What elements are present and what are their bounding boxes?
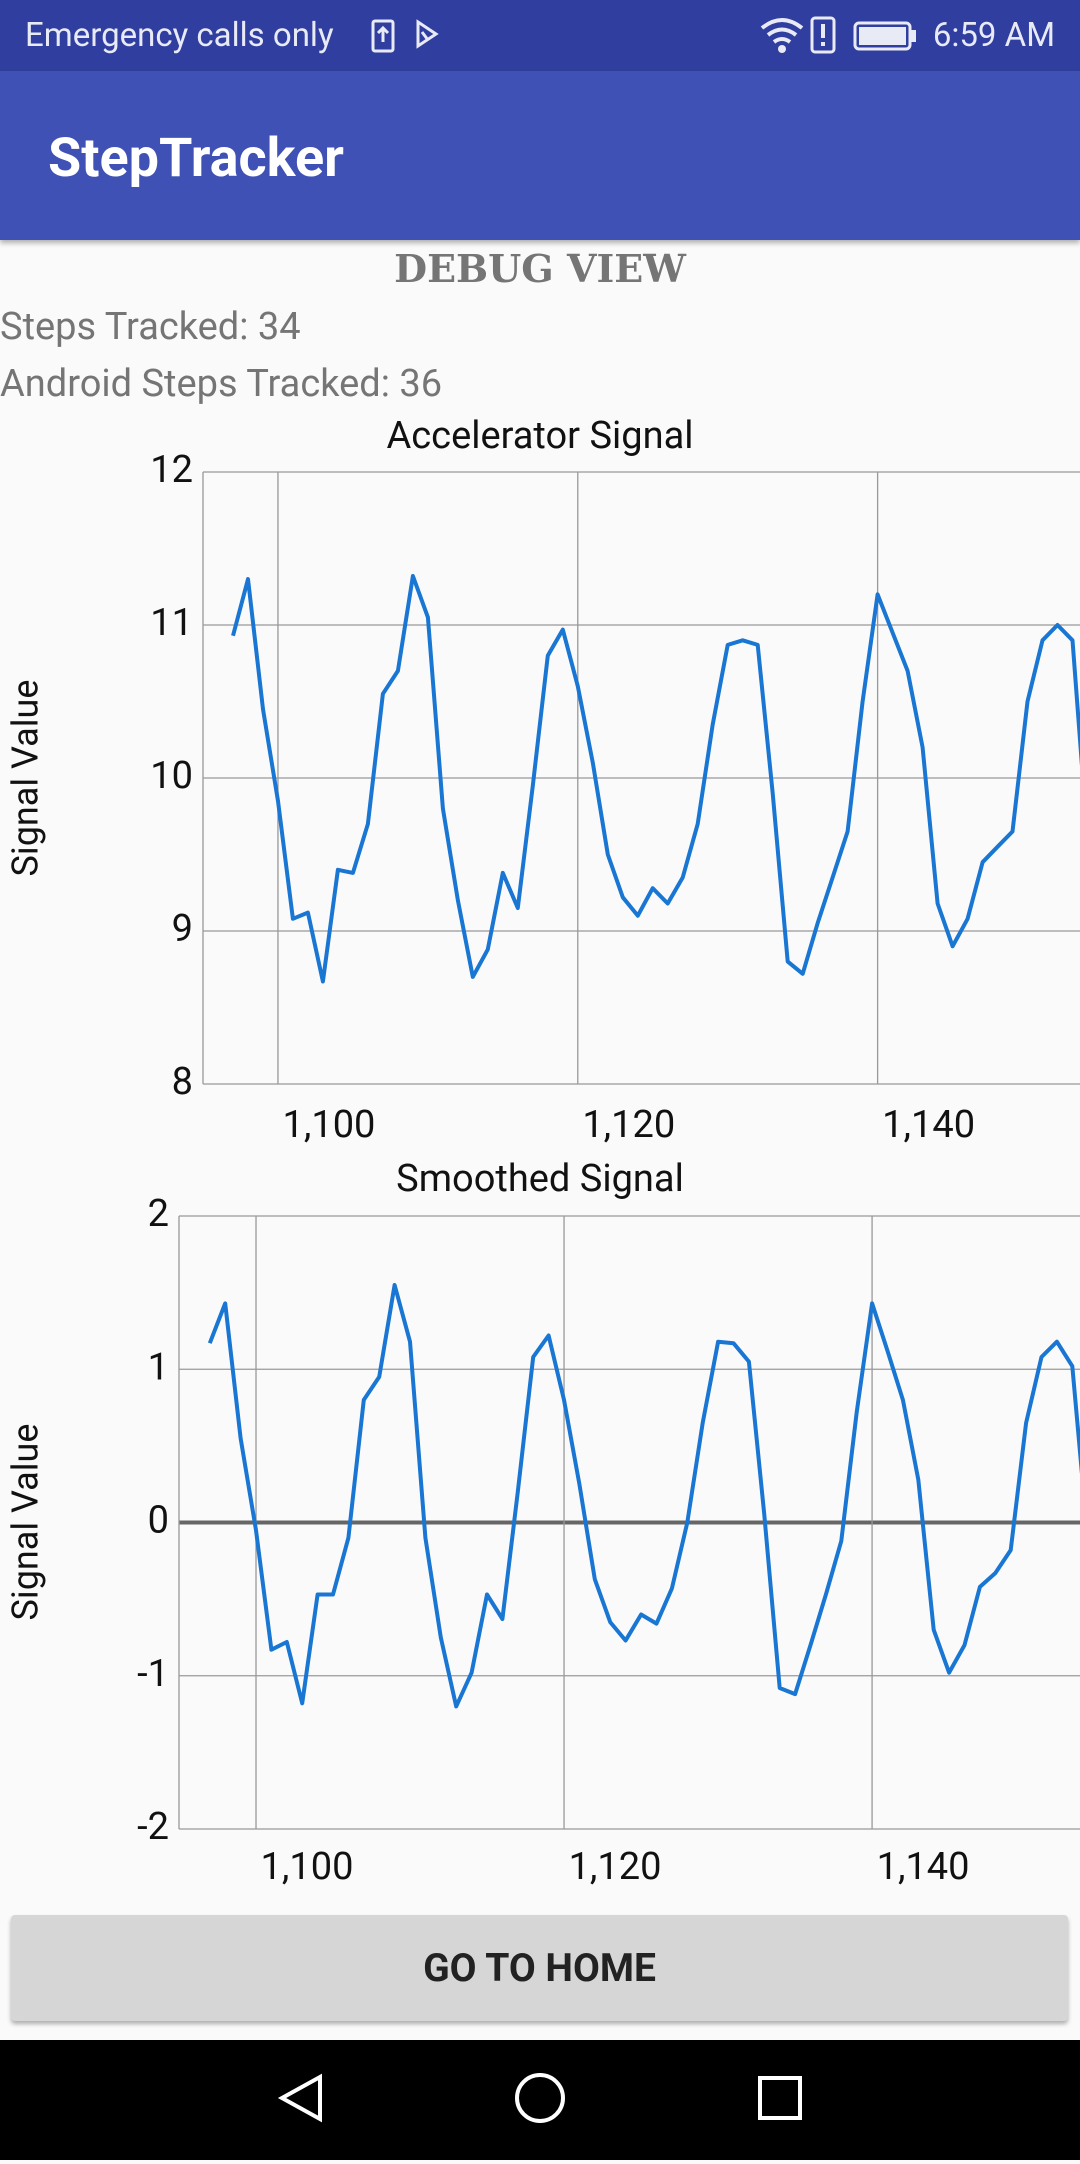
status-icons-right	[760, 16, 916, 54]
chart-title: Smoothed Signal	[396, 1157, 684, 1201]
recents-button[interactable]	[758, 2076, 802, 2120]
debug-heading: DEBUG VIEW	[394, 246, 686, 291]
go-home-button[interactable]: GO TO HOME	[11, 1915, 1068, 2021]
clock: 6:59 AM	[932, 16, 1055, 55]
app-bar: StepTracker	[0, 71, 1080, 240]
back-button[interactable]	[277, 2073, 322, 2123]
button-label: GO TO HOME	[423, 1945, 656, 1991]
signal-line	[207, 1283, 1080, 1709]
chart-title: Accelerator Signal	[387, 414, 694, 458]
y-tick-label: 8	[172, 1060, 193, 1104]
x-tick-label: 1,120	[582, 1103, 675, 1147]
nav-icons	[277, 2073, 802, 2123]
y-axis-label: Signal Value	[5, 1424, 47, 1621]
home-button[interactable]	[515, 2073, 565, 2123]
y-tick-label: 12	[150, 448, 193, 492]
y-tick-label: 10	[150, 754, 193, 798]
carrier-text: Emergency calls only	[25, 16, 334, 55]
status-bar: Emergency calls only 6:59 AM	[0, 0, 1080, 71]
nav-bar	[0, 2040, 1080, 2160]
status-icons-left	[371, 19, 439, 53]
android-steps-tracked: Android Steps Tracked: 36	[0, 362, 443, 406]
y-axis-label: Signal Value	[5, 680, 47, 877]
x-tick-label: 1,100	[261, 1845, 354, 1889]
x-tick-label: 1,120	[569, 1845, 662, 1889]
y-tick-label: -2	[137, 1805, 169, 1849]
x-tick-label: 1,140	[877, 1845, 970, 1889]
y-tick-label: 1	[148, 1345, 169, 1389]
app-title: StepTracker	[48, 127, 344, 190]
signal-line	[231, 574, 1080, 984]
y-tick-label: 11	[150, 601, 193, 645]
steps-tracked: Steps Tracked: 34	[0, 305, 301, 349]
x-tick-label: 1,100	[283, 1103, 376, 1147]
y-tick-label: 0	[148, 1499, 169, 1543]
y-tick-label: 9	[172, 907, 193, 951]
x-tick-label: 1,140	[882, 1103, 975, 1147]
y-tick-label: -1	[137, 1652, 169, 1696]
y-tick-label: 2	[148, 1192, 169, 1236]
